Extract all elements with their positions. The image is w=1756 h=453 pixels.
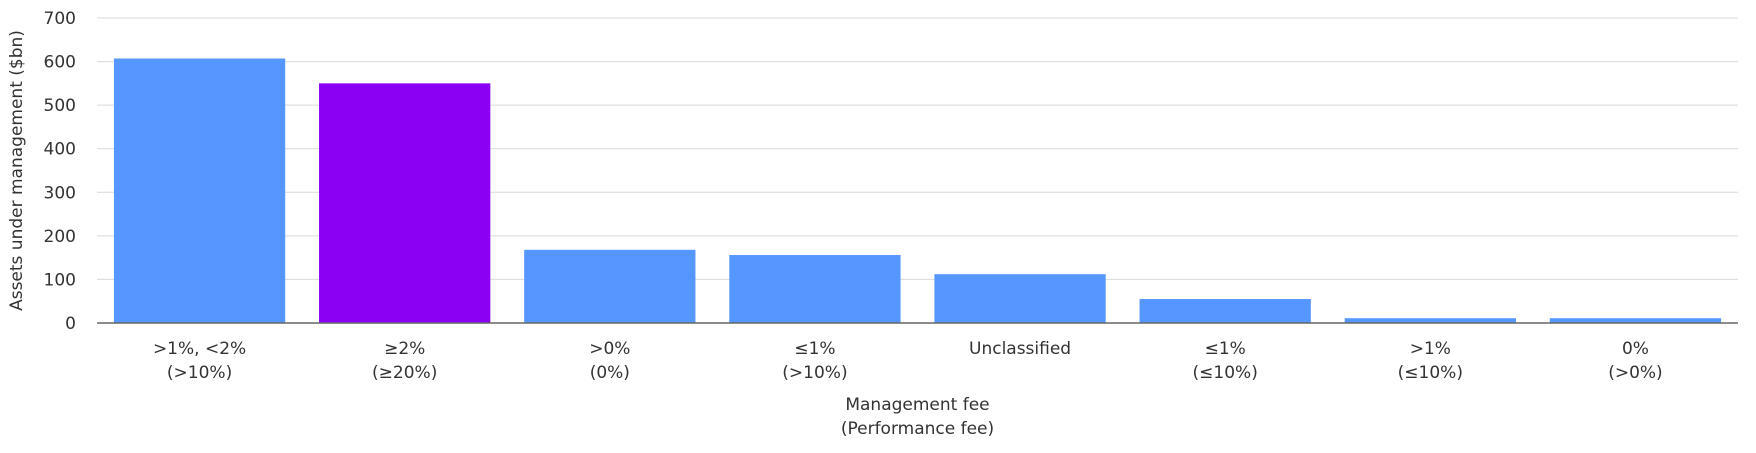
bar (1344, 318, 1516, 323)
x-category-labels: >1%, <2% (>10%) ≥2% (≥20%) >0% (0%) ≤1% (>10%) U… (153, 339, 1663, 383)
y-tick-label: 600 (44, 53, 76, 73)
x-category-label: >1%, <2% (153, 339, 246, 359)
y-tick-labels: 0 100 200 300 400 500 600 700 (44, 9, 76, 334)
bar (1549, 318, 1722, 323)
x-category-label: (≥20%) (372, 363, 437, 383)
bar (729, 255, 901, 323)
x-category-label: 0% (1622, 339, 1649, 359)
x-category-label: ≤1% (1205, 339, 1246, 359)
y-tick-label: 500 (44, 96, 76, 116)
x-category-label: (>0%) (1608, 363, 1662, 383)
x-category-label: (≤10%) (1398, 363, 1463, 383)
y-tick-label: 0 (65, 314, 76, 334)
bar (319, 83, 491, 323)
y-tick-label: 400 (44, 140, 76, 160)
bar (524, 249, 696, 323)
x-category-label: Unclassified (969, 339, 1071, 359)
x-axis-title: Management fee (845, 395, 989, 415)
x-category-label: (>10%) (782, 363, 847, 383)
x-category-label: (≤10%) (1193, 363, 1258, 383)
bar (113, 58, 286, 324)
y-axis-title: Assets under management ($bn) (7, 30, 27, 311)
y-tick-label: 300 (44, 183, 76, 203)
x-category-label: ≥2% (384, 339, 425, 359)
bars-layer (113, 58, 1722, 324)
x-category-label: >0% (589, 339, 630, 359)
bar (934, 274, 1106, 323)
bar (1139, 299, 1311, 323)
x-category-label: (>10%) (167, 363, 232, 383)
y-tick-label: 100 (44, 270, 76, 290)
y-tick-label: 200 (44, 227, 76, 247)
y-tick-label: 700 (44, 9, 76, 29)
x-axis-subtitle: (Performance fee) (841, 419, 994, 439)
x-category-label: >1% (1410, 339, 1451, 359)
x-category-label: (0%) (590, 363, 630, 383)
x-category-label: ≤1% (794, 339, 835, 359)
